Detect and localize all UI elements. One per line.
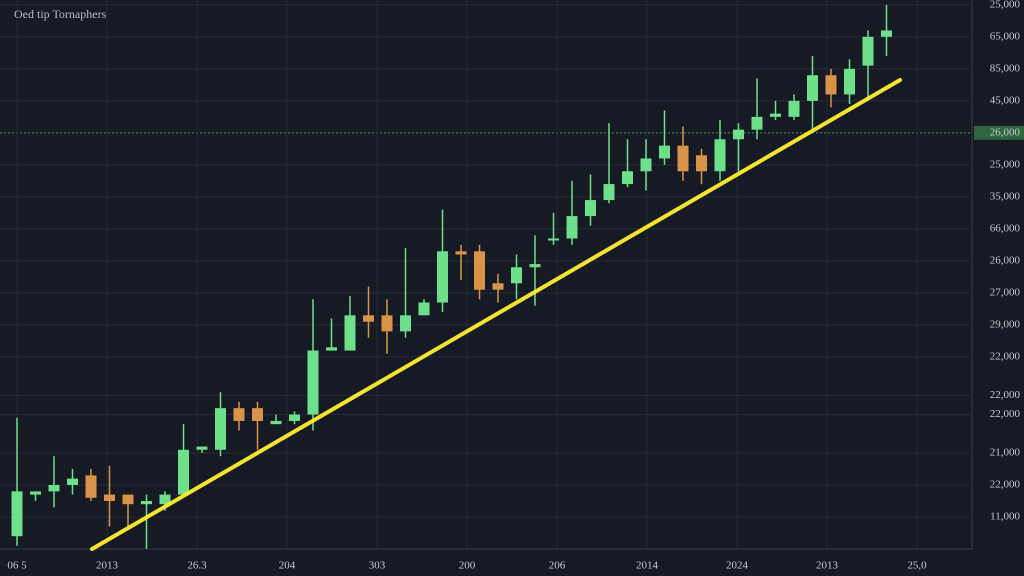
candle-body (289, 414, 300, 421)
x-tick-label: 26.3 (187, 560, 207, 572)
candle-body (326, 347, 337, 351)
y-tick-label: 26,000 (990, 126, 1021, 138)
y-tick-label: 22,000 (990, 408, 1021, 420)
y-tick-label: 22,000 (990, 389, 1021, 401)
candle-body (178, 449, 189, 495)
y-tick-label: 26,000 (990, 254, 1021, 266)
y-tick-label: 45,000 (990, 94, 1021, 106)
candle-body (437, 251, 448, 303)
y-tick-label: 29,000 (990, 318, 1021, 330)
candle-body (159, 494, 171, 505)
y-tick-label: 85,000 (990, 62, 1021, 74)
y-tick-label: 25,000 (990, 158, 1021, 170)
candle-body (881, 30, 892, 37)
candle-body (474, 251, 485, 290)
y-tick-label: 66,000 (990, 222, 1021, 234)
candle-body (511, 267, 522, 284)
y-tick-label: 27,000 (990, 286, 1021, 298)
tick-highlight (974, 125, 1024, 140)
candle-body (30, 491, 41, 495)
candle-body (307, 350, 319, 415)
candle-body (548, 238, 559, 241)
candle-body (751, 116, 763, 130)
candle-body (714, 139, 726, 172)
candle-body (11, 491, 23, 537)
y-tick-label: 22,000 (990, 350, 1021, 362)
candle-body (770, 113, 781, 117)
candle-body (141, 500, 152, 505)
x-tick-label: 303 (369, 560, 386, 572)
candle-body (418, 302, 430, 316)
candle-body (696, 155, 707, 172)
y-tick-label: 11,000 (990, 511, 1020, 523)
x-tick-label: 25,0 (907, 560, 927, 572)
candle-body (862, 36, 874, 66)
x-tick-label: 06 5 (7, 560, 27, 572)
candle-body (455, 251, 467, 255)
y-tick-label: 25,000 (990, 0, 1021, 10)
candle-body (640, 158, 652, 172)
x-tick-label: 204 (279, 560, 296, 572)
candle-body (270, 420, 282, 425)
candle-body (788, 100, 800, 117)
y-tick-label: 35,000 (990, 190, 1021, 202)
candles (11, 4, 892, 549)
trend-line (90, 78, 902, 551)
candle-body (492, 283, 504, 290)
candle-body (585, 200, 596, 217)
chart-title: Oed tip Tornaphers (14, 7, 107, 21)
candle-body (85, 475, 97, 498)
candle-body (733, 129, 744, 140)
candle-body (233, 408, 245, 421)
candle-body (659, 145, 670, 159)
x-tick-label: 200 (459, 560, 476, 572)
y-tick-label: 21,000 (990, 446, 1021, 458)
y-tick-label: 22,000 (990, 479, 1021, 491)
candle-body (677, 145, 689, 172)
x-tick-label: 2013 (96, 560, 119, 572)
candle-body (215, 408, 226, 450)
candle-body (196, 446, 208, 450)
x-tick-label: 2024 (726, 560, 749, 572)
x-tick-label: 206 (549, 560, 566, 572)
y-tick-label: 65,000 (990, 30, 1021, 42)
x-tick-label: 2014 (636, 560, 659, 572)
candle-body (381, 315, 393, 332)
candle-body (363, 315, 374, 322)
candle-body (844, 68, 855, 95)
candle-body (67, 478, 78, 485)
candle-body (252, 408, 263, 421)
candle-body (344, 315, 356, 351)
grid (0, 0, 972, 549)
candle-body (566, 216, 578, 239)
candle-body (104, 494, 115, 501)
candle-body (48, 484, 60, 492)
candle-body (122, 494, 134, 505)
candle-body (529, 264, 541, 268)
candle-body (807, 75, 818, 101)
x-tick-label: 2013 (816, 560, 839, 572)
candle-body (603, 184, 615, 201)
candle-body (622, 171, 633, 185)
candle-body (825, 75, 837, 95)
candle-body (400, 315, 411, 332)
